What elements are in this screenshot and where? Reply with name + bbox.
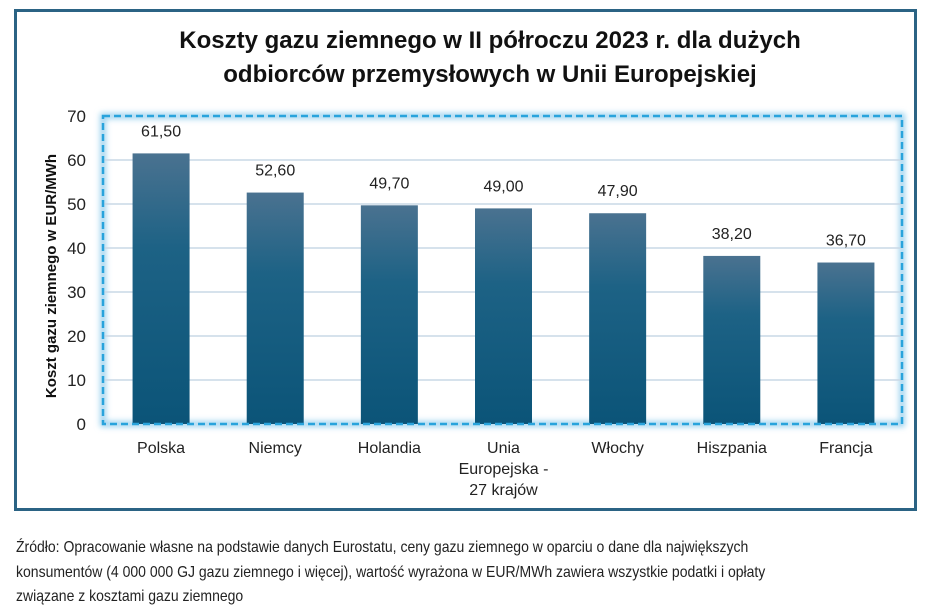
- chart-title-line: Koszty gazu ziemnego w II półroczu 2023 …: [179, 27, 801, 54]
- footnote-line: konsumentów (4 000 000 GJ gazu ziemnego …: [16, 563, 766, 581]
- chart-title-line: odbiorców przemysłowych w Unii Europejsk…: [223, 61, 757, 88]
- y-tick-label: 20: [67, 327, 86, 346]
- x-tick-label: Holandia: [358, 440, 421, 457]
- y-tick-label: 50: [67, 195, 86, 214]
- x-tick-label: Włochy: [591, 440, 643, 457]
- bar: [475, 208, 532, 424]
- y-tick-label: 70: [67, 107, 86, 126]
- data-label: 36,70: [826, 233, 866, 250]
- data-label: 52,60: [255, 163, 295, 180]
- data-label: 49,00: [483, 178, 523, 195]
- bar: [589, 213, 647, 424]
- bar: [132, 153, 190, 424]
- plot-area-border: [101, 114, 904, 426]
- x-tick-label: Unia: [487, 440, 520, 457]
- x-tick-label: Francja: [819, 440, 872, 457]
- source-footnote: Źródło: Opracowanie własne na podstawie …: [16, 536, 926, 610]
- chart-frame: [14, 9, 917, 511]
- x-tick-label: Europejska -: [459, 461, 549, 478]
- y-tick-label: 0: [77, 415, 86, 434]
- x-tick-label: Polska: [137, 440, 185, 457]
- x-tick-label: 27 krajów: [469, 482, 538, 499]
- y-tick-label: 40: [67, 239, 86, 258]
- y-tick-label: 10: [67, 371, 86, 390]
- y-tick-label: 30: [67, 283, 86, 302]
- y-tick-label: 60: [67, 151, 86, 170]
- x-tick-label: Niemcy: [249, 440, 302, 457]
- footnote-line: Źródło: Opracowanie własne na podstawie …: [16, 539, 749, 556]
- data-label: 49,70: [369, 175, 409, 192]
- bar: [817, 262, 875, 424]
- footnote-line: związane z kosztami gazu ziemnego: [16, 588, 244, 605]
- data-label: 61,50: [141, 123, 181, 140]
- data-label: 47,90: [598, 183, 638, 200]
- x-tick-label: Hiszpania: [697, 440, 767, 457]
- bar: [246, 192, 304, 424]
- data-label: 38,20: [712, 226, 752, 243]
- bar: [703, 255, 761, 424]
- bar: [360, 205, 418, 424]
- y-axis-label: Koszt gazu ziemnego w EUR/MWh: [43, 154, 60, 398]
- chart-title: Koszty gazu ziemnego w II półroczu 2023 …: [100, 24, 880, 92]
